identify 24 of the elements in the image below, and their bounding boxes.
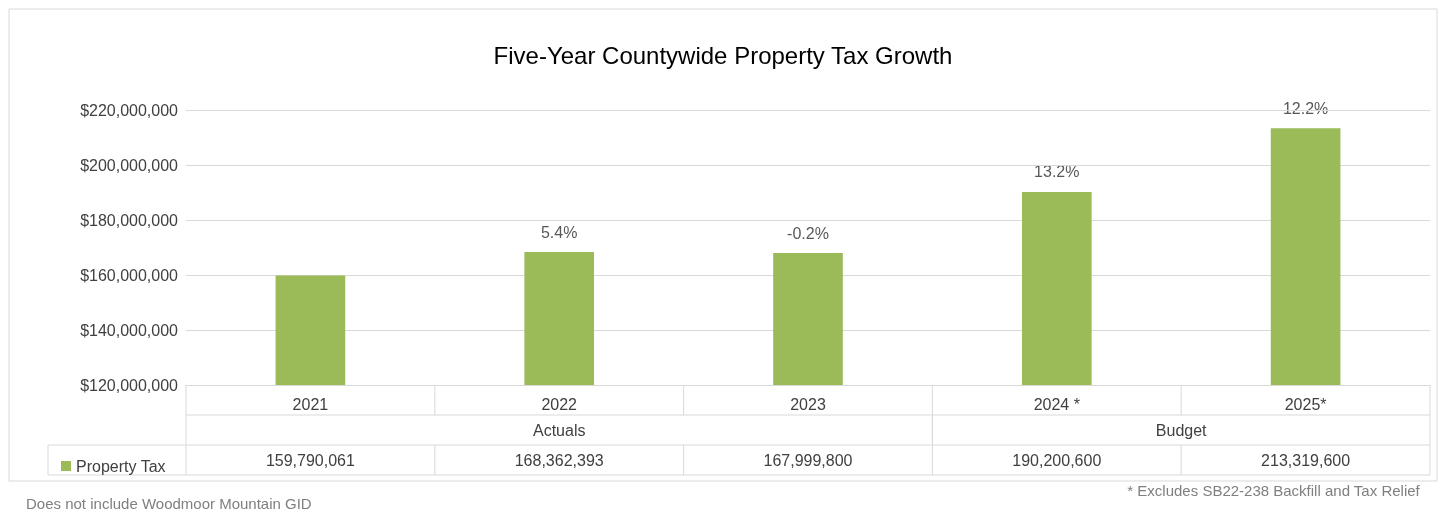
x-tick-label: 2023 bbox=[790, 395, 826, 413]
y-tick-label: $220,000,000 bbox=[80, 101, 179, 119]
x-tick-label: 2022 bbox=[541, 395, 578, 413]
x-tick-label: 2025* bbox=[1284, 395, 1327, 413]
y-tick-label: $120,000,000 bbox=[80, 376, 179, 394]
x-tick-label: 2021 bbox=[292, 395, 329, 413]
text: Actuals bbox=[532, 421, 586, 439]
text: Does not include Woodmoor Mountain GID bbox=[26, 495, 312, 512]
data-label: 167,999,800 bbox=[763, 451, 853, 469]
data-label: 213,319,600 bbox=[1261, 451, 1351, 469]
data-label: 168,362,393 bbox=[514, 451, 604, 469]
y-tick-label: $180,000,000 bbox=[80, 211, 179, 229]
x-tick-label: 2024 * bbox=[1033, 395, 1080, 413]
chart-title: Five-Year Countywide Property Tax Growth bbox=[493, 41, 953, 69]
legend-label: Property Tax bbox=[76, 457, 166, 475]
y-tick-label: $200,000,000 bbox=[80, 156, 179, 174]
text: Budget bbox=[1155, 421, 1208, 439]
y-tick-label: $160,000,000 bbox=[80, 266, 179, 284]
annotation: 5.4% bbox=[540, 223, 578, 241]
annotation: -0.2% bbox=[787, 224, 829, 242]
y-tick-label: $140,000,000 bbox=[80, 321, 179, 339]
data-label: 159,790,061 bbox=[265, 451, 355, 469]
data-label: 190,200,600 bbox=[1012, 451, 1102, 469]
text: * Excludes SB22-238 Backfill and Tax Relief bbox=[1127, 482, 1421, 499]
